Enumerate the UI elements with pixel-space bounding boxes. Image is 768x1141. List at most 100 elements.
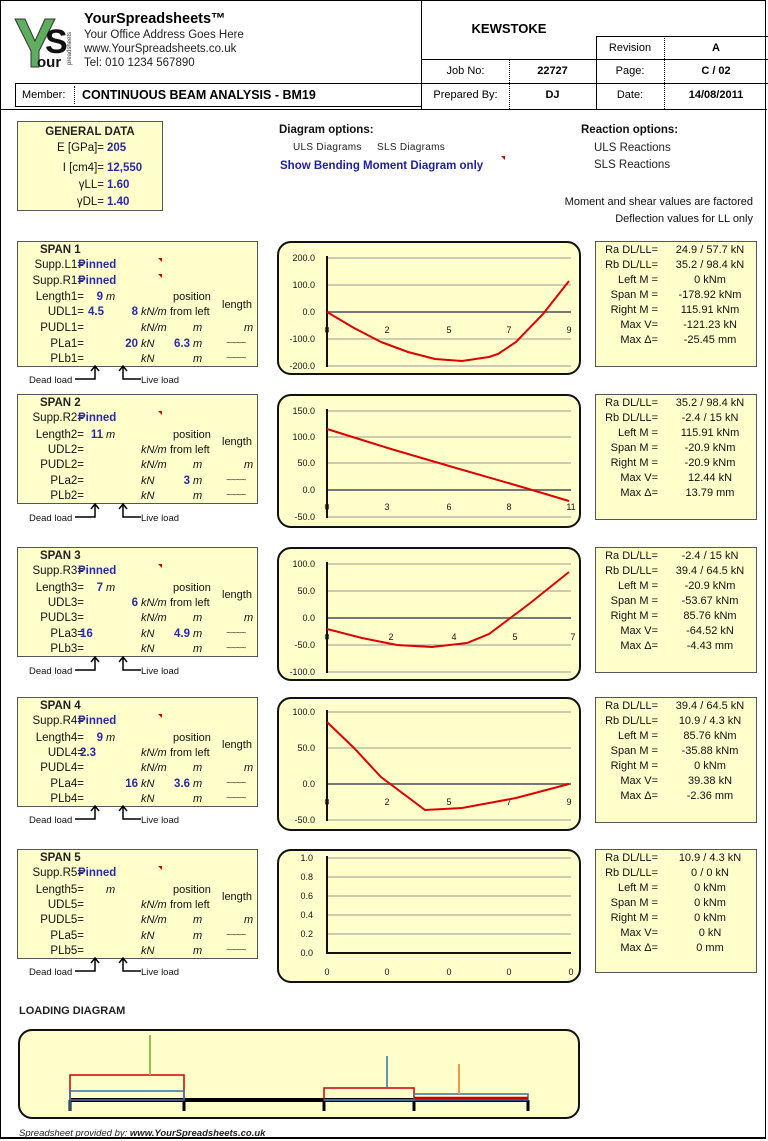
svg-text:2: 2: [384, 797, 389, 807]
length-label: Length1=: [35, 291, 84, 303]
svg-text:7: 7: [506, 797, 511, 807]
pudl-label: PUDL1=: [40, 322, 84, 334]
svg-text:50.0: 50.0: [297, 586, 315, 596]
svg-text:0: 0: [324, 967, 329, 977]
ra-value: 24.9 / 57.7 kN: [675, 244, 745, 256]
udl-label: UDL1=: [47, 306, 84, 318]
svg-text:50.0: 50.0: [297, 458, 315, 468]
member-title[interactable]: CONTINUOUS BEAM ANALYSIS - BM19: [82, 88, 316, 102]
svg-text:2: 2: [384, 325, 389, 335]
gamma-dl-label: γDL=: [76, 196, 104, 208]
svg-text:100.0: 100.0: [292, 559, 315, 569]
uls-reactions-option[interactable]: ULS Reactions: [594, 142, 671, 154]
svg-text:0: 0: [324, 325, 329, 335]
svg-text:0.0: 0.0: [300, 948, 313, 958]
load-arrows-icon: [75, 957, 141, 972]
udl-dl-input[interactable]: 2.3: [80, 747, 96, 759]
loading-diagram: [18, 1029, 580, 1119]
pla-ll-input[interactable]: 16: [125, 778, 138, 790]
svg-text:0: 0: [324, 502, 329, 512]
date-value[interactable]: 14/08/2011: [688, 89, 744, 101]
e-value[interactable]: 205: [107, 142, 127, 154]
gamma-dl-value[interactable]: 1.40: [107, 196, 130, 208]
svg-text:0.0: 0.0: [302, 613, 315, 623]
svg-text:0.0: 0.0: [302, 307, 315, 317]
svg-text:9: 9: [566, 797, 571, 807]
rb-value: 35.2 / 98.4 kN: [675, 259, 745, 271]
header-info-grid: KEWSTOKE Revision A Job No: 22727 Page: …: [421, 1, 768, 109]
loading-diagram-title: LOADING DIAGRAM: [19, 1005, 126, 1017]
span-4-results-panel: Ra DL/LL= 39.4 / 64.5 kN Rb DL/LL= 10.9 / …: [595, 697, 757, 823]
length-input[interactable]: 7: [96, 582, 103, 594]
member-label: Member:: [22, 89, 66, 101]
sls-diagrams-option[interactable]: SLS Diagrams: [377, 142, 446, 153]
svg-text:2: 2: [388, 632, 393, 642]
span-5-bm-chart: 1.0 0.8 0.6 0.4 0.2 0.0 0 0 0 0 0: [277, 849, 581, 983]
svg-text:-50.0: -50.0: [294, 815, 315, 825]
footer: Spreadsheet provided by: www.YourSpreads…: [19, 1128, 265, 1139]
i-label: I [cm4]=: [62, 162, 104, 174]
length-input[interactable]: 9: [96, 732, 103, 744]
pla-position-input[interactable]: 3.6: [174, 778, 190, 790]
note-deflection: Deflection values for LL only: [615, 213, 753, 225]
svg-text:5: 5: [512, 632, 517, 642]
svg-text:0.2: 0.2: [300, 929, 313, 939]
span-title: SPAN 1: [40, 244, 81, 256]
svg-text:3: 3: [384, 502, 389, 512]
reaction-options-title: Reaction options:: [581, 124, 679, 136]
supp-l-label: Supp.L1=: [34, 259, 84, 271]
general-data-title: GENERAL DATA: [45, 126, 135, 138]
i-value[interactable]: 12,550: [107, 162, 143, 174]
supp-r-dropdown[interactable]: Pinned: [78, 412, 117, 424]
supp-r-dropdown[interactable]: Pinned: [78, 867, 117, 879]
yourspreadsheets-logo: S our preadsheets: [14, 18, 73, 69]
load-arrows-icon: [75, 656, 141, 671]
svg-text:-100.0: -100.0: [289, 667, 315, 677]
svg-text:5: 5: [446, 325, 451, 335]
svg-text:200.0: 200.0: [292, 253, 315, 263]
udl-ll-input[interactable]: 8: [131, 306, 138, 318]
svg-text:-50.0: -50.0: [294, 640, 315, 650]
footer-link[interactable]: www.YourSpreadsheets.co.uk: [129, 1128, 266, 1139]
svg-text:0.8: 0.8: [300, 872, 313, 882]
svg-text:0: 0: [384, 967, 389, 977]
uls-diagrams-option[interactable]: ULS Diagrams: [293, 142, 362, 153]
company-name: YourSpreadsheets™: [84, 11, 226, 27]
prepared-by-value[interactable]: DJ: [545, 89, 560, 101]
page-label: Page:: [615, 65, 645, 77]
span-3-bm-chart: 100.0 50.0 0.0 -50.0 -100.0 0 2 4 5 7: [277, 547, 581, 681]
pla-position-input[interactable]: 4.9: [174, 628, 190, 640]
pla-position-input[interactable]: 3: [183, 475, 190, 487]
svg-text:-100.0: -100.0: [289, 334, 315, 344]
span-5-results-panel: Ra DL/LL= 10.9 / 4.3 kN Rb DL/LL= 0 / 0 kN…: [595, 849, 757, 973]
e-label: E [GPa]=: [57, 142, 104, 154]
svg-text:50.0: 50.0: [297, 743, 315, 753]
udl-dl-input[interactable]: 4.5: [88, 306, 104, 318]
supp-r-dropdown[interactable]: Pinned: [78, 275, 117, 287]
revision-label: Revision: [608, 42, 652, 54]
span-4-bm-chart: 100.0 50.0 0.0 -50.0 0 2 5 7 9: [277, 697, 581, 831]
job-no-value[interactable]: 22727: [537, 65, 568, 77]
span-2-input-panel: SPAN 2 Supp.R2= Pinned Length2= 11 m pos…: [17, 394, 258, 504]
company-website: www.YourSpreadsheets.co.uk: [84, 43, 237, 55]
supp-l-dropdown[interactable]: Pinned: [78, 259, 117, 271]
supp-r-dropdown[interactable]: Pinned: [78, 565, 117, 577]
supp-r-dropdown[interactable]: Pinned: [78, 715, 117, 727]
project-name[interactable]: KEWSTOKE: [471, 21, 547, 36]
sls-reactions-option[interactable]: SLS Reactions: [594, 159, 671, 171]
svg-text:7: 7: [506, 325, 511, 335]
pla-ll-input[interactable]: 20: [125, 338, 138, 350]
length-input[interactable]: 9: [96, 291, 103, 303]
length-input[interactable]: 11: [90, 429, 103, 441]
span-title: SPAN 2: [40, 397, 81, 409]
revision-value[interactable]: A: [712, 42, 720, 54]
pla-position-input[interactable]: 6.3: [174, 338, 190, 350]
live-load-label: Live load: [141, 375, 180, 386]
pla-dl-input[interactable]: 16: [80, 628, 93, 640]
diagram-selection-dropdown[interactable]: Show Bending Moment Diagram only: [280, 160, 484, 172]
udl-ll-input[interactable]: 6: [131, 597, 138, 609]
gamma-ll-value[interactable]: 1.60: [107, 179, 130, 191]
page-value[interactable]: C / 02: [701, 65, 731, 77]
svg-text:100.0: 100.0: [292, 432, 315, 442]
diagram-options-title: Diagram options:: [279, 124, 374, 136]
